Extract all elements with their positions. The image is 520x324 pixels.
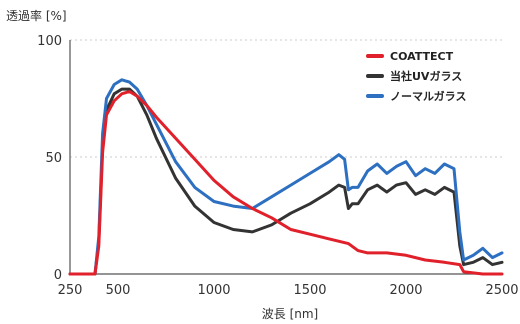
series-line-1 [68,87,504,276]
y-axis-title: 透過率 [%] [6,8,67,23]
x-tick-label-0: 250 [58,283,83,298]
x-tick-label-2: 1000 [197,283,230,298]
axes [69,40,502,275]
x-tick-label-3: 1500 [293,283,326,298]
tick-labels: 250 500 1000 1500 2000 2500 0 50 100 [37,34,518,298]
x-axis-title: 波長 [nm] [262,307,318,321]
series-line-0 [68,90,504,276]
y-tick-label-0: 0 [54,268,62,283]
x-tick-label-4: 2000 [389,283,422,298]
legend-label-1: 当社UVガラス [390,69,462,83]
legend-label-0: COATTECT [390,50,454,63]
x-tick-label-1: 500 [106,283,131,298]
grid [70,39,502,158]
y-tick-label-1: 50 [45,151,62,166]
x-tick-label-5: 2500 [485,283,518,298]
series-lines [68,78,504,276]
series-line-2 [68,78,504,276]
legend-label-2: ノーマルガラス [390,89,466,103]
y-tick-label-2: 100 [37,34,62,49]
